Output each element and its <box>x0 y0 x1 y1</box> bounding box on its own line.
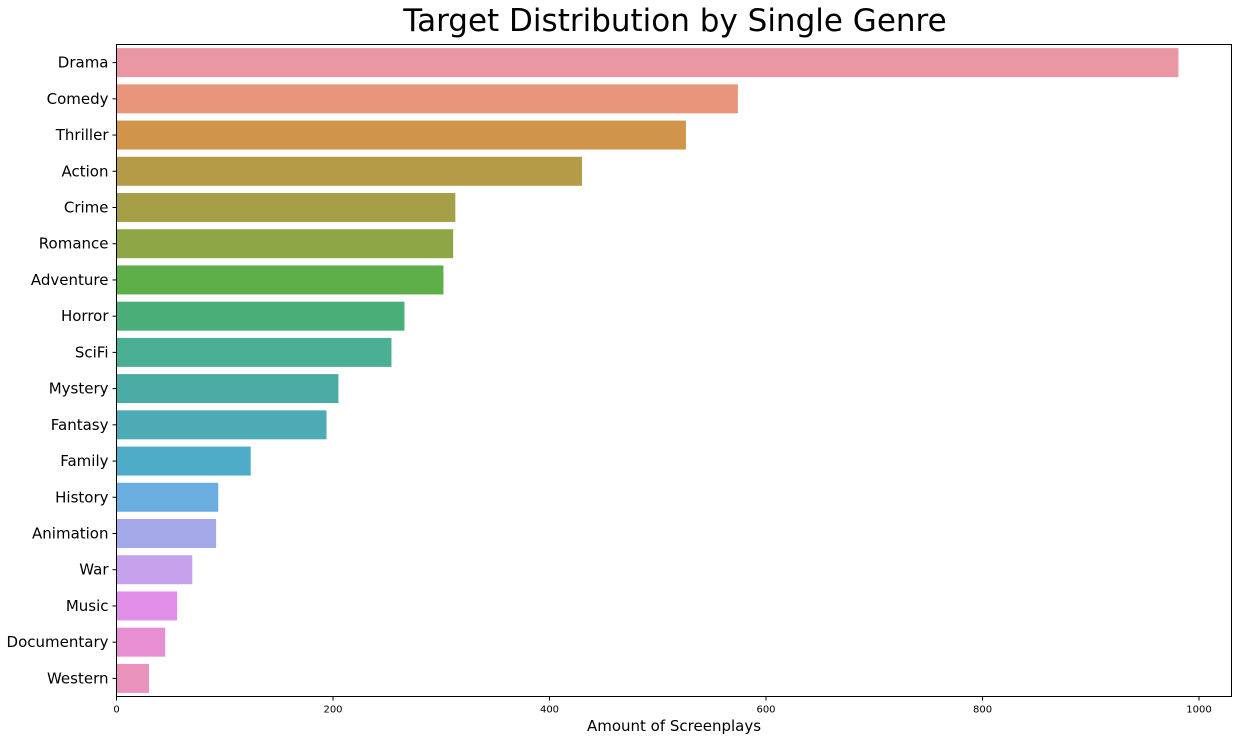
y-tick-label: Drama <box>58 54 109 72</box>
bar-scifi <box>116 337 392 367</box>
x-tick-label: 0 <box>113 705 119 716</box>
bar-mystery <box>116 374 339 404</box>
bar-documentary <box>116 627 166 657</box>
y-tick-label: Crime <box>64 199 109 217</box>
bar-war <box>116 555 193 585</box>
y-tick-label: Horror <box>61 307 109 325</box>
y-tick-label: Mystery <box>49 380 109 398</box>
bar-western <box>116 663 149 693</box>
bar-family <box>116 446 251 476</box>
y-tick-label: History <box>55 488 108 506</box>
bar-drama <box>116 48 1179 78</box>
y-tick-label: Romance <box>39 235 109 253</box>
y-tick-label: Action <box>62 162 109 180</box>
chart-title: Target Distribution by Single Genre <box>402 3 946 39</box>
y-tick-label: Comedy <box>47 90 109 108</box>
y-tick-label: Music <box>66 597 109 615</box>
y-tick-label: Western <box>47 669 109 687</box>
y-tick-labels: Drama Comedy Thriller Action Crime Romance Adv… <box>7 54 117 687</box>
y-tick-label: Animation <box>32 525 108 543</box>
x-tick-label: 800 <box>973 705 992 716</box>
x-tick-labels: 0 200 400 600 800 1000 <box>113 696 1212 716</box>
y-tick-label: Fantasy <box>51 416 109 434</box>
bar-thriller <box>116 120 686 150</box>
x-tick-label: 200 <box>323 705 342 716</box>
x-tick-label: 600 <box>756 705 775 716</box>
bar-music <box>116 591 178 621</box>
x-tick-label: 1000 <box>1186 705 1211 716</box>
y-tick-label: SciFi <box>75 343 109 361</box>
y-tick-label: Family <box>60 452 108 470</box>
y-tick-label: Documentary <box>7 633 109 651</box>
y-tick-label: Adventure <box>31 271 109 289</box>
y-tick-label: Thriller <box>55 126 110 144</box>
bar-adventure <box>116 265 444 295</box>
bar-fantasy <box>116 410 327 440</box>
bar-history <box>116 482 219 512</box>
x-tick-label: 400 <box>540 705 559 716</box>
bar-comedy <box>116 84 738 114</box>
bars-group <box>116 48 1179 693</box>
x-axis-label: Amount of Screenplays <box>587 717 761 735</box>
y-tick-label: War <box>79 561 109 579</box>
bar-animation <box>116 519 217 548</box>
plot-frame <box>116 44 1232 697</box>
bar-action <box>116 156 582 186</box>
bar-horror <box>116 301 405 331</box>
bar-crime <box>116 193 456 222</box>
bar-romance <box>116 229 454 259</box>
